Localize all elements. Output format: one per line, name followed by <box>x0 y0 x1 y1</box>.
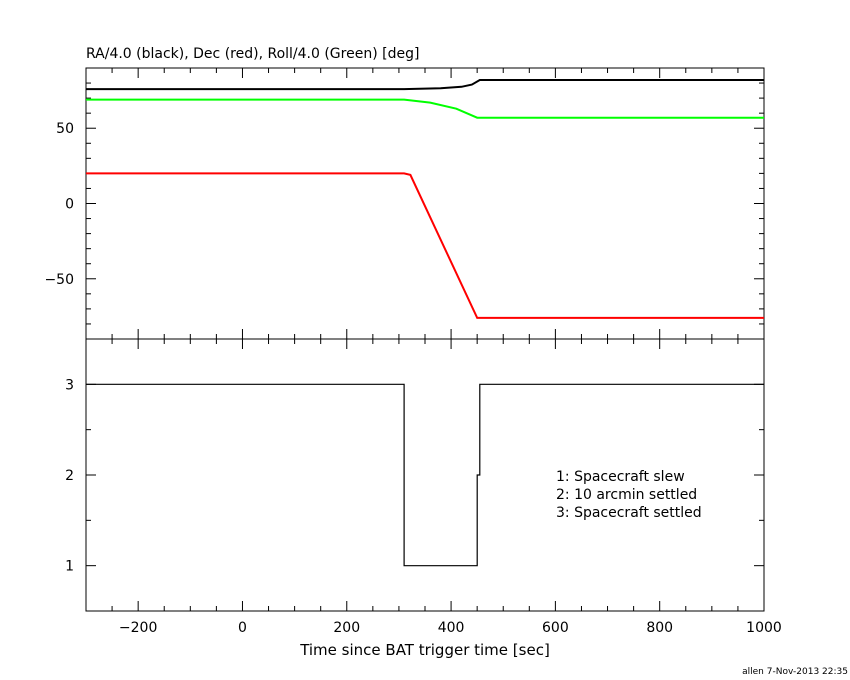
attitude-panel-frame <box>85 67 765 340</box>
attitude-panel: −50 0 50 <box>44 67 765 340</box>
legend-entry-slew: 1: Spacecraft slew <box>556 469 685 485</box>
x-tick-label: −200 <box>119 620 157 636</box>
y-tick-label: 50 <box>56 121 74 137</box>
x-tick-label: 200 <box>333 620 360 636</box>
footer-timestamp: allen 7-Nov-2013 22:35 <box>742 667 848 677</box>
x-tick-label: 800 <box>646 620 673 636</box>
attitude-series-line-1 <box>86 172 764 319</box>
settle-status-panel-ticks: −200 0 200 400 600 800 1000 1 2 3 <box>65 338 782 636</box>
x-tick-label: 0 <box>238 620 247 636</box>
legend-entry-10arcmin: 2: 10 arcmin settled <box>556 487 697 503</box>
y-tick-label: −50 <box>44 272 74 288</box>
status-series-line-0 <box>86 383 764 567</box>
x-axis-label: Time since BAT trigger time [sec] <box>299 641 550 659</box>
attitude-series-group <box>86 79 764 319</box>
y-tick-label: 1 <box>65 559 74 575</box>
y-tick-label: 2 <box>65 468 74 484</box>
x-tick-label: 600 <box>542 620 569 636</box>
settle-status-panel: −200 0 200 400 600 800 1000 1 2 3 1: Spacecraft s… <box>65 338 782 636</box>
top-panel-title: RA/4.0 (black), Dec (red), Roll/4.0 (Gre… <box>86 46 419 62</box>
status-legend: 1: Spacecraft slew 2: 10 arcmin settled … <box>556 469 702 521</box>
legend-entry-settled: 3: Spacecraft settled <box>556 505 702 521</box>
attitude-series-line-0 <box>86 79 764 91</box>
attitude-series-line-2 <box>86 98 764 119</box>
x-tick-label: 400 <box>438 620 465 636</box>
x-tick-label: 1000 <box>746 620 782 636</box>
y-tick-label: 0 <box>65 197 74 213</box>
settle-status-series-group <box>86 383 764 567</box>
y-tick-label: 3 <box>65 377 74 393</box>
attitude-panel-ticks: −50 0 50 <box>44 67 765 340</box>
